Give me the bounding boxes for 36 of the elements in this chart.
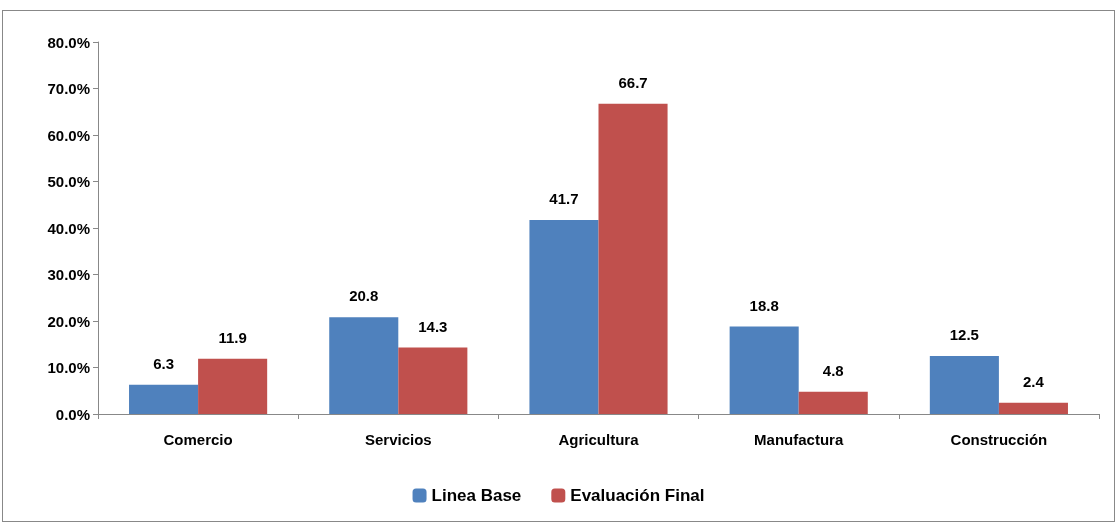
data-label: 14.3 [418,317,448,335]
y-tick-label: 70.0% [47,80,90,97]
y-tick-label: 20.0% [47,312,90,330]
data-label: 11.9 [218,328,247,346]
bar [598,103,668,414]
legend-label: Linea Base [431,486,522,505]
data-label: 66.7 [618,73,648,91]
x-tick-label: Construcción [950,431,1048,448]
bar [929,355,999,414]
data-label: 6.3 [153,354,174,372]
y-tick-label: 80.0% [47,33,90,51]
data-label: 4.8 [822,361,844,379]
bar [998,402,1068,414]
data-label: 41.7 [549,190,579,208]
y-tick-label: 10.0% [47,359,90,376]
x-tick-label: Comercio [163,431,233,448]
x-tick-label: Manufactura [754,431,844,448]
bar [198,358,268,414]
y-tick-label: 40.0% [47,219,90,237]
y-tick-label: 30.0% [47,266,90,283]
bar [729,326,799,414]
data-label: 2.4 [1023,372,1045,390]
bar [129,384,199,414]
y-tick-label: 60.0% [47,126,90,144]
data-label: 18.8 [749,296,779,314]
bar [529,220,599,414]
x-tick-label: Servicios [364,431,432,448]
data-label: 12.5 [949,325,979,343]
y-tick-label: 50.0% [47,173,90,190]
bar [798,391,868,414]
bar [398,347,468,414]
bar [329,317,399,414]
legend-label: Evaluación Final [570,486,705,505]
y-tick-label: 0.0% [55,405,90,423]
x-tick-label: Agricultura [558,431,640,448]
data-label: 20.8 [349,287,379,305]
